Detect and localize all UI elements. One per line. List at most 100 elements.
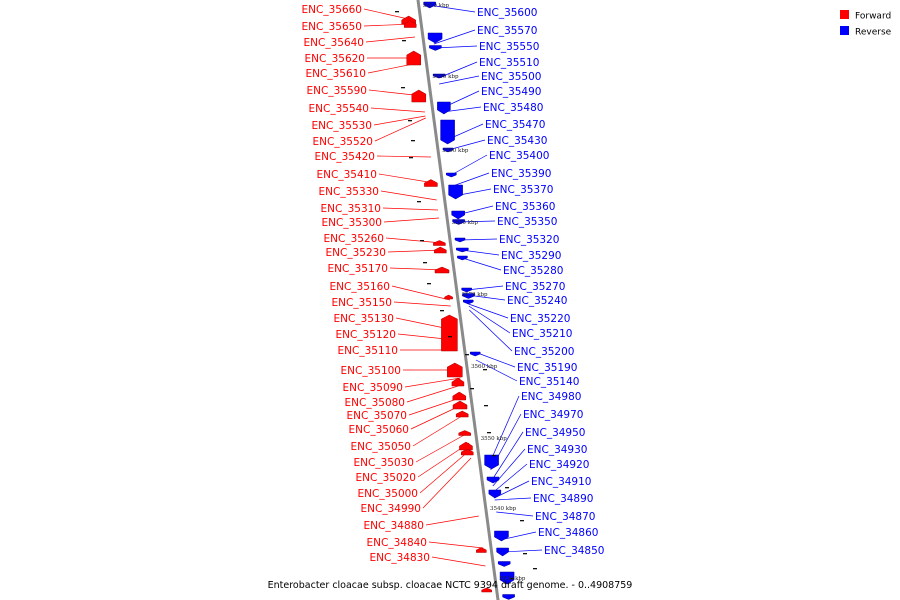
reverse-leader-line xyxy=(452,172,490,187)
forward-leader-line xyxy=(378,173,435,184)
forward-leader-line xyxy=(376,155,431,158)
forward-gene-label: ENC_35520 xyxy=(313,136,373,148)
forward-gene-label: ENC_35330 xyxy=(319,186,379,198)
forward-gene xyxy=(434,266,450,274)
kbp-tick-label: 3580 kbp xyxy=(452,220,479,226)
forward-gene-label: ENC_34840 xyxy=(367,537,427,549)
forward-gene-label: ENC_35410 xyxy=(317,169,377,181)
forward-gene-label: ENC_34830 xyxy=(370,552,430,564)
reverse-leader-line xyxy=(433,29,476,45)
forward-gene-label: ENC_35080 xyxy=(345,397,405,409)
forward-gene-label: ENC_34990 xyxy=(361,503,421,515)
reverse-leader-line xyxy=(493,463,528,493)
forward-gene xyxy=(459,441,473,451)
gene-features xyxy=(395,1,537,600)
forward-gene xyxy=(406,50,421,66)
forward-gene xyxy=(455,410,469,418)
reverse-gene xyxy=(423,1,436,9)
reverse-gene xyxy=(494,530,509,542)
reverse-gene xyxy=(486,476,500,484)
small-feature xyxy=(402,40,406,42)
forward-gene-label: ENC_35100 xyxy=(341,365,401,377)
small-feature xyxy=(510,578,514,580)
reverse-gene-label: ENC_35190 xyxy=(517,362,577,374)
reverse-gene-label: ENC_35350 xyxy=(497,216,557,228)
reverse-gene-label: ENC_34950 xyxy=(525,427,585,439)
forward-gene-label: ENC_35530 xyxy=(312,120,372,132)
forward-leader-line xyxy=(422,457,472,509)
forward-gene-label: ENC_35260 xyxy=(324,233,384,245)
reverse-gene xyxy=(451,210,465,220)
small-feature xyxy=(520,520,524,522)
legend-reverse-label: Reverse xyxy=(855,28,892,38)
reverse-gene-label: ENC_34930 xyxy=(527,444,587,456)
forward-gene xyxy=(411,89,427,103)
legend-forward-swatch xyxy=(840,10,849,19)
reverse-gene xyxy=(437,101,451,115)
forward-gene-label: ENC_35130 xyxy=(334,313,394,325)
forward-leader-line xyxy=(419,449,471,494)
kbp-tick-label: 3570 kbp xyxy=(461,292,488,298)
reverse-gene xyxy=(427,32,443,44)
forward-gene-label: ENC_35650 xyxy=(302,21,362,33)
reverse-gene-label: ENC_35210 xyxy=(512,328,572,340)
reverse-gene-label: ENC_34870 xyxy=(535,511,595,523)
kbp-tick-label: 3600 kbp xyxy=(432,74,459,80)
forward-leader-line xyxy=(404,377,461,388)
reverse-gene xyxy=(432,73,446,79)
forward-gene xyxy=(403,20,417,28)
legend-forward-label: Forward xyxy=(855,12,891,22)
small-feature xyxy=(427,283,431,285)
reverse-gene xyxy=(499,571,515,585)
reverse-gene-label: ENC_35240 xyxy=(507,295,567,307)
reverse-gene-label: ENC_35490 xyxy=(481,86,541,98)
reverse-leader-line xyxy=(459,238,498,241)
forward-leader-line xyxy=(383,217,440,223)
forward-leader-line xyxy=(428,541,484,549)
reverse-gene-label: ENC_35280 xyxy=(503,265,563,277)
reverse-gene-label: ENC_34910 xyxy=(531,476,591,488)
forward-gene-label: ENC_35640 xyxy=(304,37,364,49)
forward-leader-line xyxy=(382,207,439,211)
reverse-leader-line xyxy=(468,303,509,319)
reverse-gene-label: ENC_35390 xyxy=(491,168,551,180)
forward-gene xyxy=(424,179,438,187)
forward-leader-line xyxy=(380,190,437,201)
small-feature xyxy=(440,310,444,312)
forward-gene xyxy=(444,294,453,300)
reverse-gene-label: ENC_35360 xyxy=(495,201,555,213)
forward-leader-line xyxy=(406,384,462,403)
forward-gene xyxy=(452,400,468,410)
forward-gene-label: ENC_35160 xyxy=(330,281,390,293)
forward-leader-line xyxy=(373,115,426,126)
forward-gene-label: ENC_35020 xyxy=(356,472,416,484)
forward-gene xyxy=(452,391,467,401)
legend-reverse: Reverse xyxy=(840,26,892,38)
reverse-gene-label: ENC_35510 xyxy=(479,57,539,69)
forward-gene-label: ENC_35170 xyxy=(328,263,388,275)
reverse-gene xyxy=(429,45,442,51)
reverse-gene-label: ENC_35400 xyxy=(489,150,549,162)
small-feature xyxy=(411,140,415,142)
genome-backbone xyxy=(416,0,500,600)
kbp-tick-label: 3560 kbp xyxy=(471,364,498,370)
reverse-leader-line xyxy=(447,139,486,151)
legend-forward: Forward xyxy=(840,10,891,22)
reverse-leader-line xyxy=(439,75,480,85)
forward-gene-label: ENC_35660 xyxy=(302,4,362,16)
small-feature xyxy=(505,487,509,489)
forward-gene-label: ENC_35620 xyxy=(305,53,365,65)
reverse-leader-line xyxy=(475,359,518,382)
reverse-leader-line xyxy=(494,480,530,499)
reverse-leader-line xyxy=(491,431,524,481)
forward-gene xyxy=(447,362,463,378)
forward-leader-line xyxy=(370,107,425,113)
small-feature xyxy=(523,553,527,555)
reverse-gene-label: ENC_35290 xyxy=(501,250,561,262)
small-feature xyxy=(487,432,491,434)
reverse-gene xyxy=(452,219,465,225)
reverse-leader-line xyxy=(494,497,532,501)
forward-leader-line xyxy=(385,237,443,244)
reverse-gene-label: ENC_35200 xyxy=(514,346,574,358)
gene-labels: ENC_35660 ENC_35650 ENC_35640 ENC_35620 ENC_… xyxy=(302,4,605,564)
